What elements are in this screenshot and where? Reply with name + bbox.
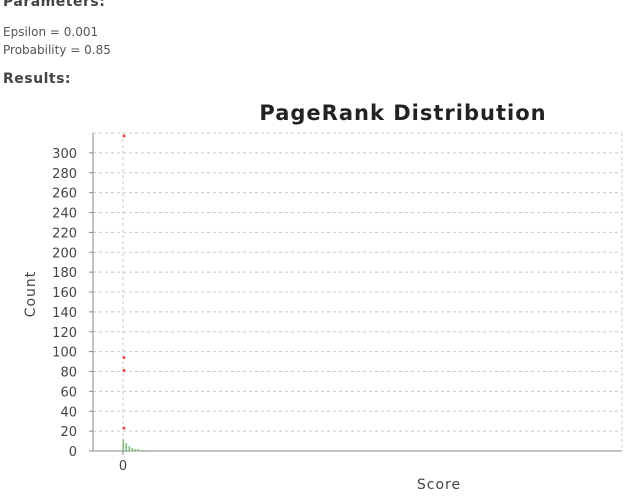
data-bar <box>134 449 137 451</box>
data-point <box>122 356 126 360</box>
y-tick-label: 240 <box>52 207 77 222</box>
y-tick-label: 260 <box>52 187 77 202</box>
y-tick-label: 220 <box>52 226 77 241</box>
data-bar <box>122 439 125 451</box>
data-bar <box>137 449 140 451</box>
data-bar <box>128 446 131 451</box>
y-tick-label: 100 <box>52 346 77 361</box>
axis-layer: 0 20 40 60 80 100 120 140 160 180 200 220 240 260 280 3… <box>52 133 622 474</box>
y-tick-label: 120 <box>52 326 77 341</box>
y-tick-label: 80 <box>60 366 77 381</box>
x-axis-label: Score <box>417 477 461 493</box>
y-tick-label: 280 <box>52 167 77 182</box>
y-tick-label: 0 <box>69 445 77 460</box>
data-bar <box>140 450 143 451</box>
y-tick-label: 60 <box>60 385 77 400</box>
y-tick-label: 160 <box>52 286 77 301</box>
y-tick-label: 180 <box>52 266 77 281</box>
chart-title: PageRank Distribution <box>259 101 546 125</box>
parameters-heading: Parameters: <box>3 0 106 10</box>
y-tick-label: 300 <box>52 147 77 162</box>
epsilon-value: Epsilon = 0.001 <box>3 25 99 39</box>
data-point <box>122 426 126 430</box>
data-bar <box>131 448 134 451</box>
data-bar <box>125 443 128 451</box>
y-tick-label: 200 <box>52 246 77 261</box>
x-tick-label: 0 <box>119 459 127 474</box>
probability-value: Probability = 0.85 <box>3 43 111 57</box>
data-bar <box>143 450 146 451</box>
y-tick-label: 20 <box>60 425 77 440</box>
data-point <box>122 134 126 138</box>
results-heading: Results: <box>3 71 71 87</box>
marks-layer <box>122 134 146 451</box>
grid-layer <box>93 132 623 452</box>
y-axis-label: Count <box>23 271 39 318</box>
y-tick-label: 140 <box>52 306 77 321</box>
data-point <box>122 369 126 373</box>
y-tick-label: 40 <box>60 405 77 420</box>
